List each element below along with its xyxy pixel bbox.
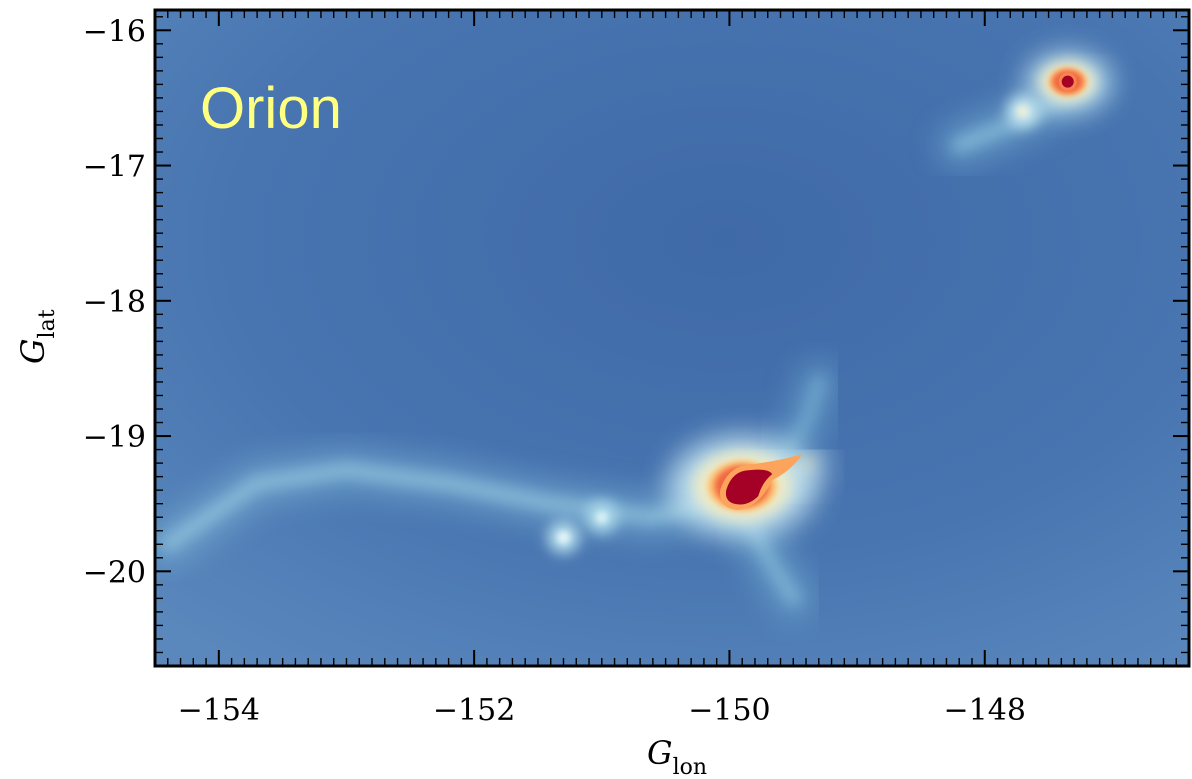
tick-layer: [154, 10, 1190, 667]
x-tick-label: −154: [178, 693, 260, 728]
y-axis-label: Glat: [14, 309, 60, 364]
x-tick-label: −152: [433, 693, 515, 728]
feature-main-core: [668, 435, 816, 537]
x-axis-label-main: G: [647, 734, 673, 772]
feature-south-knot-2: [585, 501, 618, 534]
heatmap-image: [155, 10, 1189, 666]
feature-layer: [547, 53, 1110, 554]
plot-frame: [153, 8, 1191, 668]
y-axis-label-main: G: [14, 338, 52, 364]
filament-southern-ridge: [160, 462, 737, 552]
feature-south-knot-1: [547, 521, 580, 554]
x-tick-label: −148: [944, 693, 1026, 728]
y-tick-label: −17: [83, 150, 146, 185]
x-tick-labels: −154 −152 −150 −148: [178, 693, 1026, 728]
feature-northeast-knot: [1007, 95, 1040, 128]
orion-annotation: Orion: [200, 76, 342, 141]
y-tick-label: −16: [83, 14, 146, 49]
x-axis-label: Glon: [647, 734, 707, 779]
y-axis-label-sub: lat: [35, 309, 60, 338]
y-tick-labels: −16 −17 −18 −19 −20: [83, 14, 146, 590]
y-tick-label: −19: [83, 420, 146, 455]
y-tick-label: −20: [83, 555, 146, 590]
feature-northeast-core: [1026, 53, 1110, 111]
y-tick-label: −18: [83, 285, 146, 320]
x-tick-label: −150: [688, 693, 770, 728]
x-axis-label-sub: lon: [673, 755, 707, 779]
